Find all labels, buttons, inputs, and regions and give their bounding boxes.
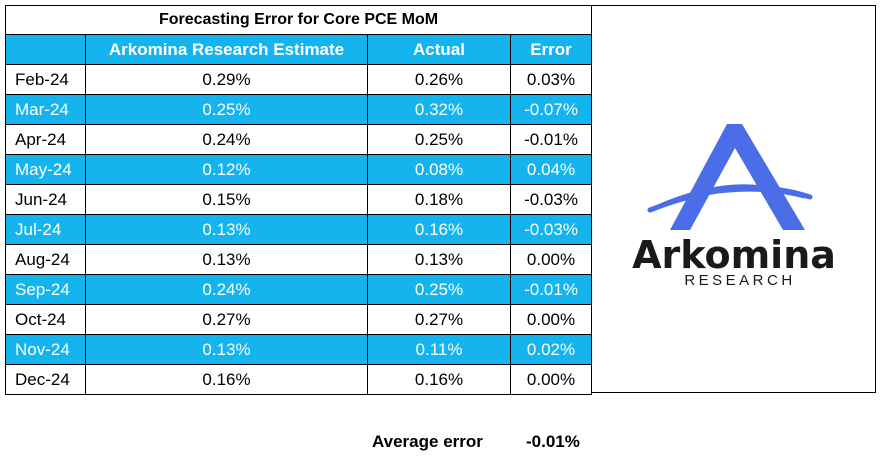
month-cell: Nov-24 [5, 334, 86, 365]
month-cell: Mar-24 [5, 94, 86, 125]
error-cell: -0.07% [509, 94, 593, 125]
estimate-cell: 0.13% [85, 214, 368, 245]
error-cell: -0.03% [509, 214, 593, 245]
error-cell: 0.03% [509, 64, 593, 95]
logo-name: Arkomina [632, 233, 836, 277]
table-row: May-24 0.12% 0.08% 0.04% [5, 154, 593, 185]
estimate-cell: 0.29% [85, 64, 368, 95]
month-cell: Aug-24 [5, 244, 86, 275]
actual-cell: 0.13% [367, 244, 511, 275]
average-error-label: Average error [372, 432, 483, 451]
table-body: Feb-24 0.29% 0.26% 0.03% Mar-24 0.25% 0.32% -0.… [5, 64, 593, 395]
actual-cell: 0.16% [367, 364, 511, 395]
average-error-value: -0.01% [526, 432, 580, 451]
header-actual: Actual [367, 34, 511, 65]
month-cell: Jul-24 [5, 214, 86, 245]
estimate-cell: 0.15% [85, 184, 368, 215]
table-title: Forecasting Error for Core PCE MoM [4, 5, 593, 35]
table-row: Feb-24 0.29% 0.26% 0.03% [5, 64, 593, 95]
actual-cell: 0.32% [367, 94, 511, 125]
month-cell: Feb-24 [5, 64, 86, 95]
estimate-cell: 0.27% [85, 304, 368, 335]
forecast-error-table: Forecasting Error for Core PCE MoM Arkom… [4, 5, 593, 395]
actual-cell: 0.11% [367, 334, 511, 365]
month-cell: May-24 [5, 154, 86, 185]
logo-tagline: RESEARCH [684, 272, 795, 289]
table-row: Dec-24 0.16% 0.16% 0.00% [5, 364, 593, 395]
header-month [5, 34, 86, 65]
logo-mark-icon [647, 124, 813, 230]
month-cell: Sep-24 [5, 274, 86, 305]
actual-cell: 0.16% [367, 214, 511, 245]
estimate-cell: 0.13% [85, 334, 368, 365]
logo-panel: Arkomina RESEARCH [591, 5, 876, 393]
error-cell: 0.00% [509, 304, 593, 335]
arkomina-logo: Arkomina RESEARCH [632, 124, 836, 289]
table-row: Sep-24 0.24% 0.25% -0.01% [5, 274, 593, 305]
estimate-cell: 0.25% [85, 94, 368, 125]
actual-cell: 0.08% [367, 154, 511, 185]
actual-cell: 0.26% [367, 64, 511, 95]
estimate-cell: 0.13% [85, 244, 368, 275]
actual-cell: 0.25% [367, 274, 511, 305]
actual-cell: 0.18% [367, 184, 511, 215]
table-row: Nov-24 0.13% 0.11% 0.02% [5, 334, 593, 365]
table-row: Apr-24 0.24% 0.25% -0.01% [5, 124, 593, 155]
month-cell: Oct-24 [5, 304, 86, 335]
table-row: Jun-24 0.15% 0.18% -0.03% [5, 184, 593, 215]
estimate-cell: 0.24% [85, 274, 368, 305]
header-estimate: Arkomina Research Estimate [85, 34, 368, 65]
table-row: Jul-24 0.13% 0.16% -0.03% [5, 214, 593, 245]
actual-cell: 0.25% [367, 124, 511, 155]
error-cell: -0.03% [509, 184, 593, 215]
estimate-cell: 0.24% [85, 124, 368, 155]
table-row: Mar-24 0.25% 0.32% -0.07% [5, 94, 593, 125]
error-cell: -0.01% [509, 124, 593, 155]
actual-cell: 0.27% [367, 304, 511, 335]
error-cell: -0.01% [509, 274, 593, 305]
error-cell: 0.00% [509, 244, 593, 275]
table-header-row: Arkomina Research Estimate Actual Error [5, 34, 593, 65]
table-row: Oct-24 0.27% 0.27% 0.00% [5, 304, 593, 335]
month-cell: Apr-24 [5, 124, 86, 155]
estimate-cell: 0.12% [85, 154, 368, 185]
error-cell: 0.04% [509, 154, 593, 185]
month-cell: Jun-24 [5, 184, 86, 215]
month-cell: Dec-24 [5, 364, 86, 395]
estimate-cell: 0.16% [85, 364, 368, 395]
table-row: Aug-24 0.13% 0.13% 0.00% [5, 244, 593, 275]
header-error: Error [509, 34, 593, 65]
forecast-error-table-container: Forecasting Error for Core PCE MoM Arkom… [4, 5, 593, 395]
error-cell: 0.00% [509, 364, 593, 395]
error-cell: 0.02% [509, 334, 593, 365]
